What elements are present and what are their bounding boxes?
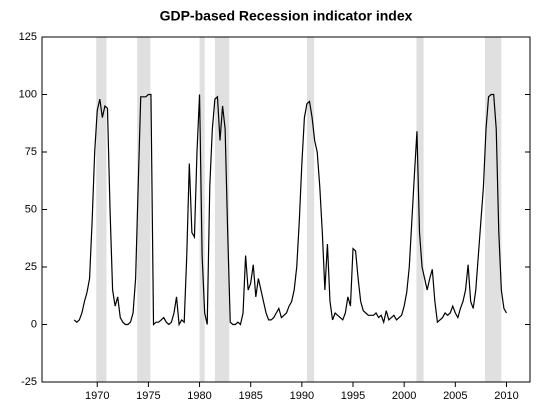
x-tick-label: 1980: [187, 390, 211, 402]
series-line: [73, 93, 507, 327]
x-tick-label: 1975: [136, 390, 160, 402]
x-tick-label: 2005: [443, 390, 467, 402]
x-tick-label: 1970: [85, 390, 109, 402]
x-tick-label: 1990: [290, 390, 314, 402]
y-tick-label: 50: [25, 203, 37, 215]
recession-band: [199, 37, 205, 382]
y-tick-label: 125: [19, 31, 37, 43]
x-tick-label: 1985: [238, 390, 262, 402]
y-tick-label: 25: [25, 261, 37, 273]
x-tick-label: 2000: [392, 390, 416, 402]
x-tick-label: 1995: [341, 390, 365, 402]
recession-band: [306, 37, 315, 382]
y-tick-label: 100: [19, 88, 37, 100]
x-tick-label: 2010: [494, 390, 518, 402]
y-tick-label: 75: [25, 146, 37, 158]
recession-band: [96, 37, 107, 382]
recession-band: [484, 37, 502, 382]
chart-title: GDP-based Recession indicator index: [160, 8, 413, 24]
y-tick-label: 0: [31, 318, 37, 330]
recession-band: [416, 37, 424, 382]
plot-frame: [41, 36, 531, 383]
y-tick-label: -25: [21, 376, 37, 388]
recession-band: [137, 37, 151, 382]
